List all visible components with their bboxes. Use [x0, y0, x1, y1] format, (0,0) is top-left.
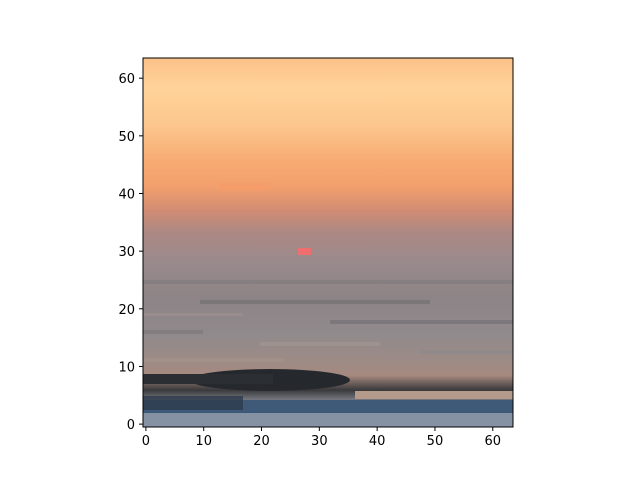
y-tick-label: 30 [118, 245, 135, 260]
blue-band-dark [143, 396, 243, 410]
y-axis-ticks: 0 10 20 30 40 50 60 [118, 72, 143, 433]
bottom-light [143, 413, 513, 427]
x-tick-label: 40 [369, 434, 386, 449]
x-tick-label: 50 [427, 434, 444, 449]
x-tick-label: 60 [484, 434, 501, 449]
x-tick-label: 30 [311, 434, 328, 449]
dark-wave-left [143, 374, 273, 384]
y-tick-label: 20 [118, 303, 135, 318]
sunset-image [143, 58, 513, 427]
y-tick-label: 50 [118, 130, 135, 145]
x-axis-ticks: 0 10 20 30 40 50 60 [142, 427, 501, 449]
shore-light [355, 391, 513, 399]
y-tick-label: 10 [118, 360, 135, 375]
sky-gradient [143, 58, 513, 427]
x-tick-label: 20 [253, 434, 270, 449]
y-tick-label: 0 [127, 418, 135, 433]
y-tick-label: 40 [118, 187, 135, 202]
x-tick-label: 0 [142, 434, 150, 449]
sun-spot [298, 248, 311, 255]
y-tick-label: 60 [118, 72, 135, 87]
axes-frame [142, 57, 514, 428]
glow-strip [220, 183, 270, 191]
sea-texture [143, 280, 513, 362]
x-tick-label: 10 [195, 434, 212, 449]
